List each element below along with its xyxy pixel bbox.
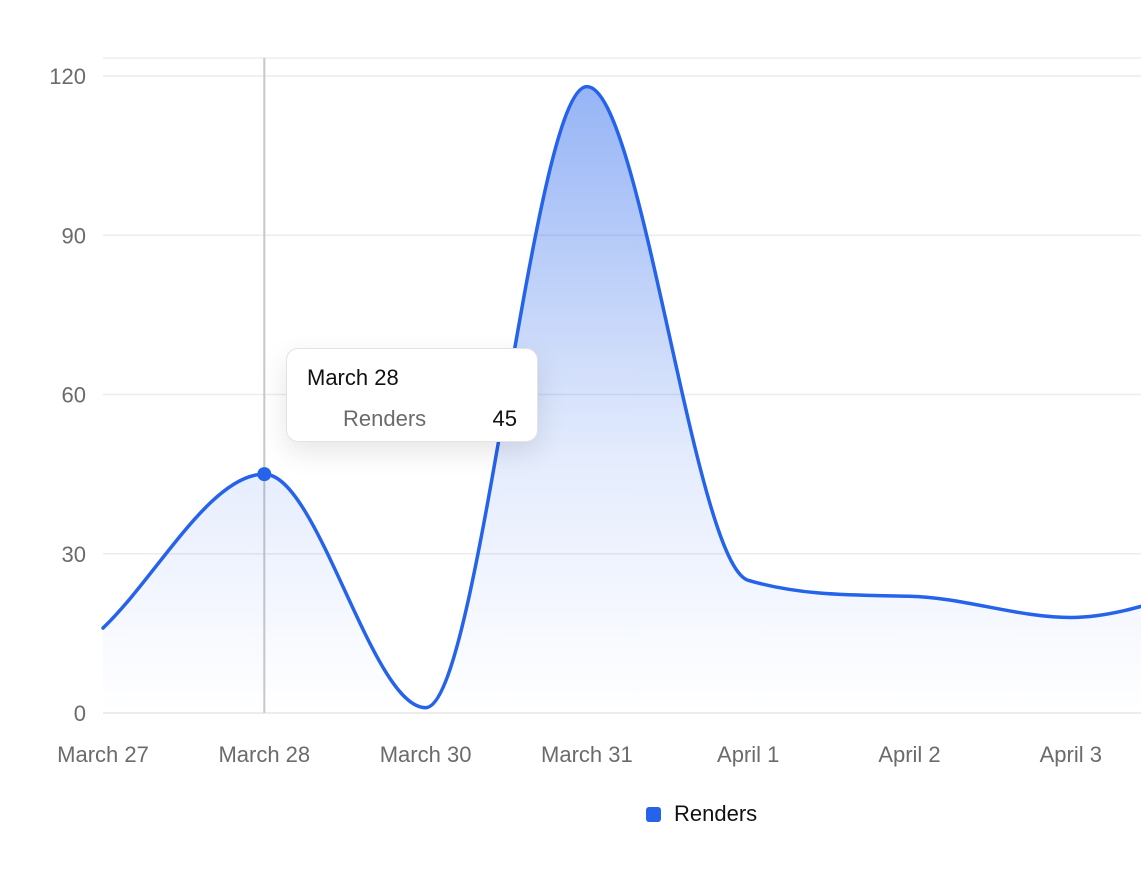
x-tick-label-5: April 2 [878,742,940,767]
tooltip-value: 45 [492,406,517,431]
renders-series-line[interactable] [101,84,1141,710]
x-tick-label-0: March 27 [57,742,149,767]
x-tick-label-4: April 1 [717,742,779,767]
y-tick-label-90: 90 [62,223,86,248]
x-tick-label-2: March 30 [380,742,472,767]
x-tick-label-6: April 3 [1040,742,1102,767]
legend[interactable]: Renders [646,800,757,828]
x-tick-label-1: March 28 [218,742,310,767]
legend-label-renders: Renders [674,801,758,826]
tooltip: March 28 Renders 45 [286,348,538,442]
y-tick-label-120: 120 [49,64,86,89]
active-point-marker [257,467,272,482]
y-axis: 0 30 60 90 120 [49,64,86,726]
tooltip-series-name: Renders [343,406,427,431]
legend-swatch-renders [646,806,661,822]
x-axis: March 27 March 28 March 30 March 31 April 1 A… [57,742,1102,767]
y-tick-label-0: 0 [74,701,86,726]
renders-area-fill [103,86,1141,713]
x-tick-label-3: March 31 [541,742,633,767]
y-tick-label-60: 60 [62,383,86,408]
y-tick-label-30: 30 [62,542,86,567]
tooltip-title: March 28 [307,365,399,390]
